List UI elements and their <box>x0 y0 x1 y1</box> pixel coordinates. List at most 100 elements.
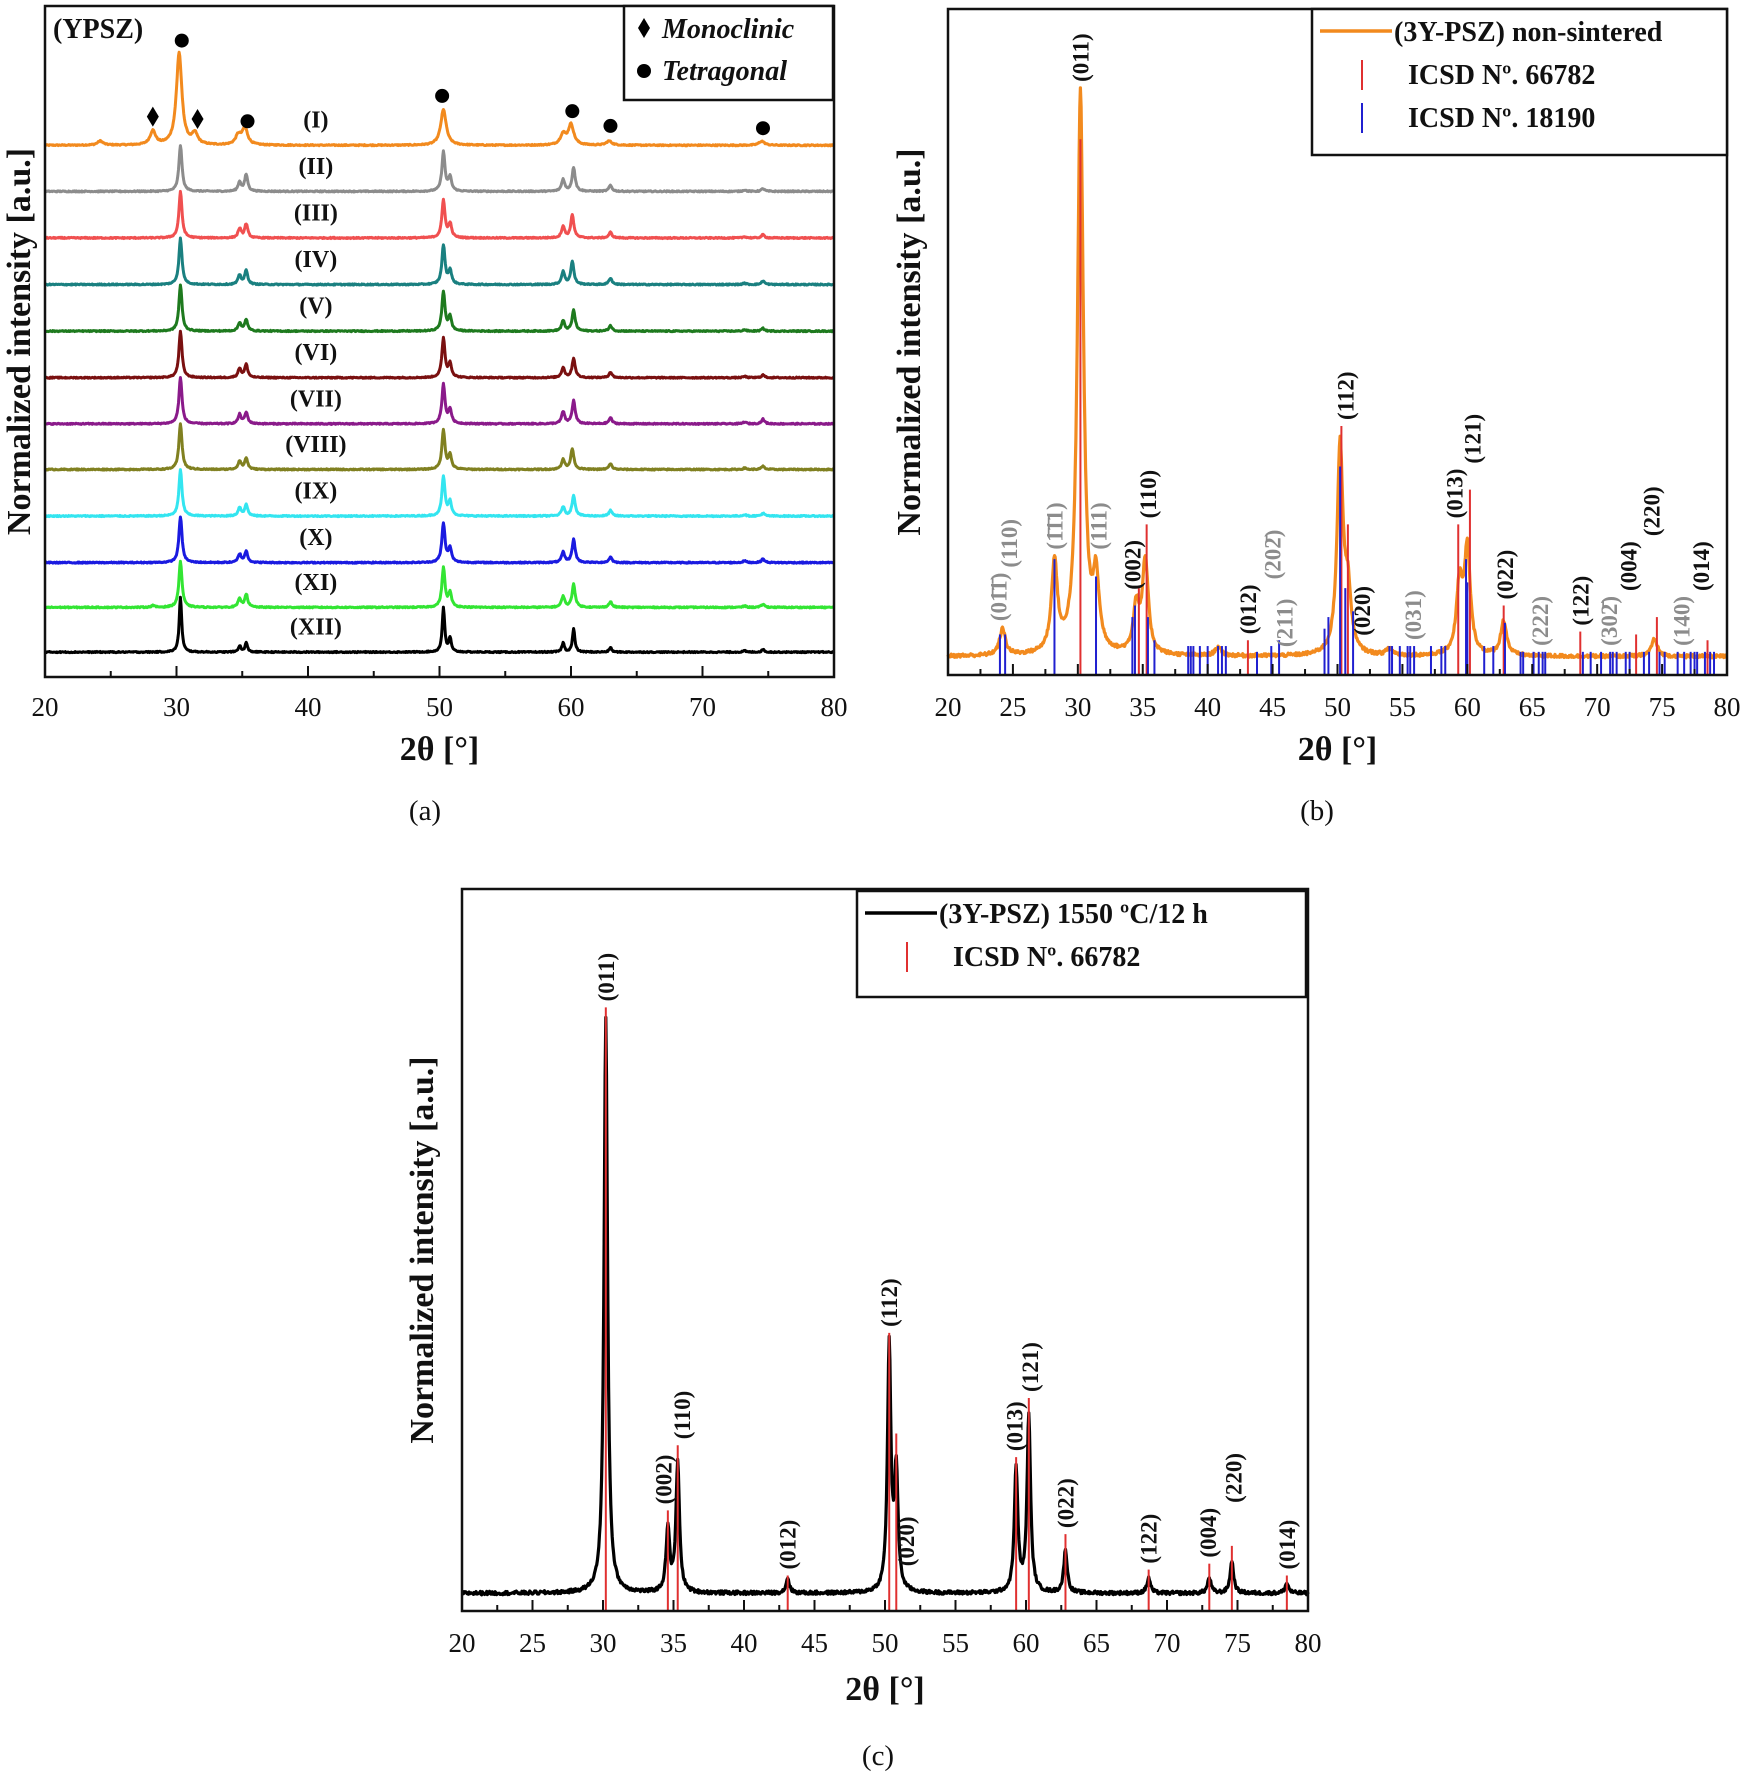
legend-label: ICSD Nº. 66782 <box>953 942 1140 973</box>
hkl-label: (022) <box>1053 1478 1078 1528</box>
trace-label: (X) <box>299 525 332 551</box>
hkl-label: (122) <box>1568 576 1593 626</box>
series-line-2 <box>43 144 835 194</box>
hkl-label: (031) <box>1401 590 1426 640</box>
plot-frame <box>43 4 836 679</box>
circle-icon <box>637 64 651 78</box>
trace-label: (VIII) <box>285 432 346 458</box>
series-line-1 <box>946 86 1729 660</box>
tetragonal-marker <box>240 114 255 129</box>
y-axis-label: Normalized intensity [a.u.] <box>891 148 928 535</box>
legend-box <box>1310 7 1729 157</box>
hkl-label: (220) <box>1640 486 1665 536</box>
hkl-label: (004) <box>1616 541 1641 591</box>
x-tick-label: 25 <box>519 1628 546 1658</box>
hkl-label: (220) <box>1221 1453 1246 1503</box>
y-axis-label: Normalized intensity [a.u.] <box>1 148 38 535</box>
x-axis-label: 2θ [°] <box>845 1671 925 1708</box>
x-tick-label: 70 <box>1154 1628 1181 1658</box>
trace-label: (II) <box>299 154 334 180</box>
x-tick-label: 55 <box>1389 692 1416 722</box>
monoclinic-marker <box>191 108 204 129</box>
x-axis-label: 2θ [°] <box>1298 731 1378 768</box>
x-tick-label: 75 <box>1224 1628 1251 1658</box>
x-tick-label: 50 <box>872 1628 899 1658</box>
x-tick-label: 80 <box>1714 692 1741 722</box>
x-tick-label: 70 <box>1584 692 1611 722</box>
series-line-12 <box>44 595 836 655</box>
hkl-label: (202̄) <box>1261 530 1286 580</box>
x-tick-label: 50 <box>426 692 453 722</box>
panel-b-chart: (01̄1̄) (110) (1̄1̄1) (011) (111) (002) (110) (… <box>891 7 1741 827</box>
x-tick-label: 40 <box>731 1628 758 1658</box>
x-tick-label: 20 <box>449 1628 476 1658</box>
x-tick-label: 60 <box>1013 1628 1040 1658</box>
hkl-label: (022) <box>1493 550 1518 600</box>
legend-label: Tetragonal <box>662 56 787 87</box>
legend-label: ICSD Nº. 66782 <box>1408 60 1595 91</box>
x-tick-label: 40 <box>295 692 322 722</box>
series-line-3 <box>44 189 835 240</box>
hkl-label: (110) <box>997 519 1022 568</box>
hkl-label: (121) <box>1018 1342 1043 1392</box>
x-tick-label: 35 <box>1129 692 1156 722</box>
series-line-1 <box>44 50 835 148</box>
hkl-label: (012) <box>776 1520 801 1570</box>
hkl-label: (002) <box>1120 540 1145 590</box>
x-tick-label: 25 <box>999 692 1026 722</box>
hkl-label: (011) <box>594 953 619 1002</box>
tetragonal-marker <box>174 33 189 48</box>
series-line-4 <box>43 236 835 287</box>
panel-a-chart: (I) (II) (III) (IV) (V) (VI) (VII) (VIII) (IX) (X… <box>1 4 848 827</box>
hkl-label: (211) <box>1272 599 1297 648</box>
hkl-label: (112) <box>1333 371 1358 420</box>
tetragonal-marker <box>603 118 618 133</box>
panel-caption: (b) <box>1300 795 1334 827</box>
series-line-9 <box>44 468 835 519</box>
series-line-10 <box>43 515 835 565</box>
hkl-label: (302̄) <box>1597 596 1622 646</box>
hkl-label: (110) <box>670 1391 695 1440</box>
series-line-11 <box>43 559 835 610</box>
tetragonal-marker <box>755 121 770 136</box>
trace-label: (V) <box>299 294 332 320</box>
x-tick-label: 80 <box>1295 1628 1322 1658</box>
trace-label: (I) <box>303 108 328 134</box>
x-tick-label: 70 <box>689 692 716 722</box>
legend-label: (3Y-PSZ) 1550 ºC/12 h <box>939 899 1208 930</box>
x-tick-label: 20 <box>32 692 59 722</box>
panel-caption: (a) <box>409 795 441 827</box>
hkl-label: (122) <box>1137 1514 1162 1564</box>
x-tick-label: 30 <box>1064 692 1091 722</box>
x-tick-label: 30 <box>163 692 190 722</box>
material-annotation: (YPSZ) <box>53 14 143 45</box>
x-axis-label: 2θ [°] <box>400 731 480 768</box>
legend: (3Y-PSZ) 1550 ºC/12 h ICSD Nº. 66782 <box>855 889 1308 999</box>
legend: (3Y-PSZ) non-sintered ICSD Nº. 66782 ICSD … <box>1310 7 1729 157</box>
hkl-label: (011) <box>1068 33 1093 82</box>
legend: Monoclinic Tetragonal <box>622 4 835 102</box>
series-line-8 <box>44 422 835 472</box>
x-tick-label: 55 <box>942 1628 969 1658</box>
legend-box <box>855 889 1308 999</box>
x-tick-label: 20 <box>935 692 962 722</box>
trace-label: (IV) <box>295 247 338 273</box>
legend-label: (3Y-PSZ) non-sintered <box>1394 17 1663 48</box>
trace-label: (XI) <box>295 570 338 596</box>
legend-label: Monoclinic <box>661 14 795 45</box>
hkl-label: (121) <box>1461 414 1486 464</box>
trace-label: (IX) <box>295 479 338 505</box>
legend-box <box>622 4 835 102</box>
series-line-6 <box>44 329 835 380</box>
trace-label: (VII) <box>290 386 342 412</box>
hkl-label: (110) <box>1136 470 1161 519</box>
x-tick-label: 45 <box>1259 692 1286 722</box>
hkl-label: (111) <box>1087 502 1112 549</box>
hkl-label: (014) <box>1275 1520 1300 1570</box>
hkl-label: (140) <box>1670 596 1695 646</box>
x-tick-label: 40 <box>1194 692 1221 722</box>
hkl-label: (020) <box>894 1516 919 1566</box>
hkl-label: (01̄1̄) <box>987 573 1012 622</box>
hkl-label: (112) <box>877 1278 902 1327</box>
